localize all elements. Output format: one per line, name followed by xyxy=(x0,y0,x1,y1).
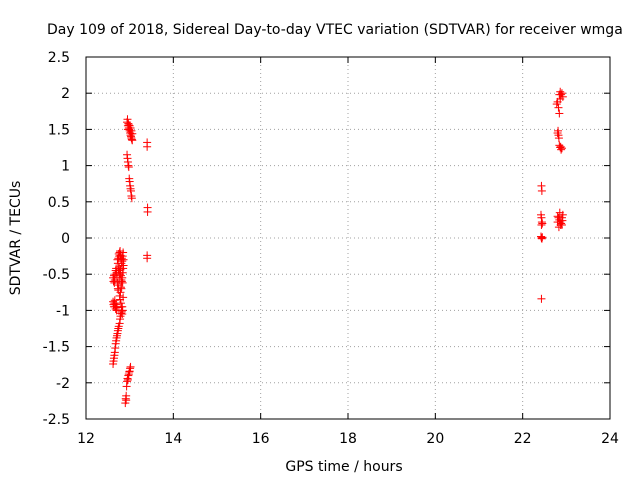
y-tick-labels: -2.5 -2 -1.5 -1 -0.5 0 0.5 1 1.5 2 2.5 xyxy=(43,50,70,428)
y-tick-label: -0.5 xyxy=(43,267,70,283)
y-tick-label: 0.5 xyxy=(48,195,70,211)
axis-ticks xyxy=(85,56,611,420)
data-point xyxy=(127,194,136,203)
y-axis-label: SDTVAR / TECUs xyxy=(8,181,24,296)
data-point xyxy=(553,218,562,227)
data-point xyxy=(538,233,547,242)
data-point xyxy=(556,87,565,96)
data-point xyxy=(122,396,131,405)
data-point xyxy=(118,278,127,287)
data-point xyxy=(117,284,126,293)
y-tick-label: 2 xyxy=(61,86,70,102)
data-point xyxy=(557,144,566,153)
y-tick-label: 0 xyxy=(61,231,70,247)
data-point xyxy=(554,134,563,143)
data-point xyxy=(118,306,127,315)
y-tick-label: -1 xyxy=(56,303,70,319)
data-point xyxy=(124,163,133,172)
data-point xyxy=(537,294,546,303)
data-point xyxy=(119,248,128,257)
data-point xyxy=(555,208,564,217)
data-point xyxy=(552,100,561,109)
data-point xyxy=(113,303,122,312)
x-tick-label: 12 xyxy=(77,431,95,447)
data-point xyxy=(143,142,152,151)
data-point xyxy=(556,142,565,151)
data-point xyxy=(555,109,564,118)
data-points xyxy=(109,87,567,408)
y-tick-label: -1.5 xyxy=(43,340,70,356)
data-point xyxy=(119,293,128,302)
data-point xyxy=(554,103,563,112)
y-tick-label: -2 xyxy=(56,376,70,392)
y-tick-label: 1 xyxy=(61,159,70,175)
data-point xyxy=(538,219,547,228)
grid-lines xyxy=(86,57,610,419)
data-point xyxy=(554,126,563,135)
x-tick-label: 16 xyxy=(252,431,270,447)
data-point xyxy=(143,254,152,263)
data-point xyxy=(128,129,137,138)
x-tick-label: 24 xyxy=(601,431,619,447)
x-tick-label: 14 xyxy=(164,431,182,447)
x-axis-label: GPS time / hours xyxy=(285,459,402,475)
data-point xyxy=(537,220,546,229)
data-point xyxy=(558,216,567,225)
data-point xyxy=(126,362,135,371)
y-tick-label: 1.5 xyxy=(48,122,70,138)
data-point xyxy=(537,186,546,195)
chart-title: Day 109 of 2018, Sidereal Day-to-day VTE… xyxy=(47,22,623,38)
data-point xyxy=(143,207,152,216)
x-tick-labels: 12 14 16 18 20 22 24 xyxy=(77,431,619,447)
data-point xyxy=(119,261,128,270)
x-tick-label: 22 xyxy=(514,431,532,447)
x-tick-label: 18 xyxy=(339,431,357,447)
x-tick-label: 20 xyxy=(426,431,444,447)
y-tick-label: -2.5 xyxy=(43,412,70,428)
y-tick-label: 2.5 xyxy=(48,50,70,66)
